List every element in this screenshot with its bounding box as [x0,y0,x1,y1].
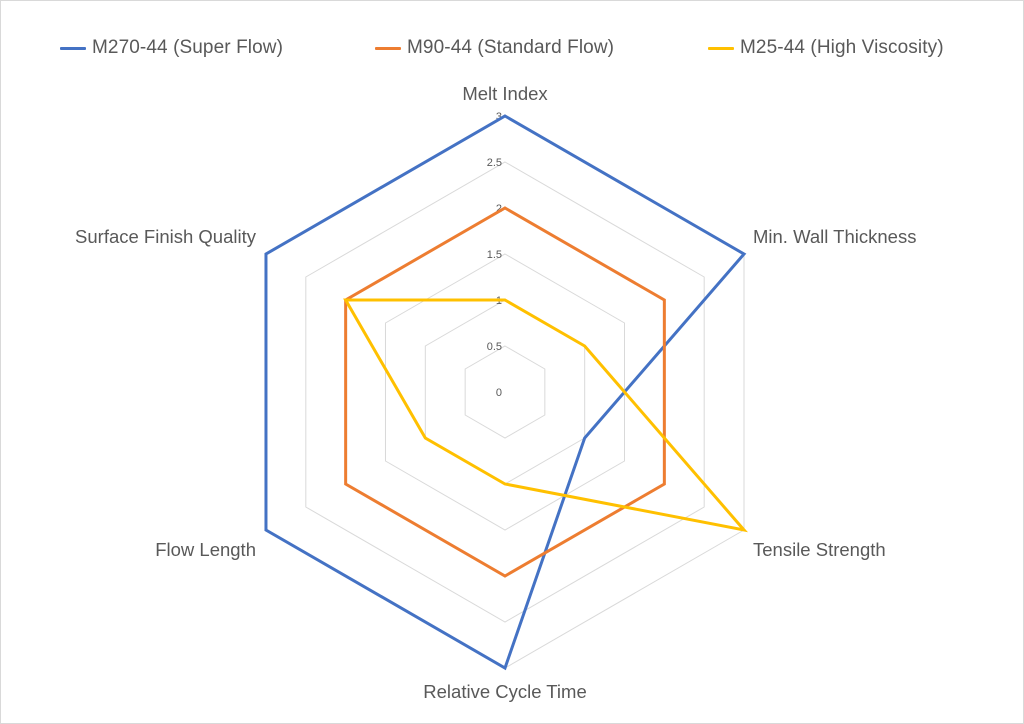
tick-label: 2 [496,203,502,215]
axis-label-relative-cycle-time: Relative Cycle Time [423,681,586,702]
legend-label-m270: M270-44 (Super Flow) [92,37,284,58]
legend-swatch-m90 [375,46,401,50]
tick-label: 1.5 [487,249,502,261]
series-line-2[interactable] [343,298,748,533]
gridline-ring [464,345,546,439]
legend-swatch-m25 [708,46,734,50]
gridline-ring [345,207,665,577]
legend-label-m25: M25-44 (High Viscosity) [740,37,944,58]
legend-item-m25[interactable]: M25-44 (High Viscosity) [708,33,944,63]
axis-label-surface-finish-quality: Surface Finish Quality [75,226,257,247]
gridline-ring [265,115,745,669]
axis-label-flow-length: Flow Length [155,539,256,560]
legend-item-m270[interactable]: M270-44 (Super Flow) [60,33,283,63]
axis-label-melt-index: Melt Index [462,83,548,104]
series-line-0[interactable] [264,114,747,671]
axis-label-tensile-strength: Tensile Strength [753,539,886,560]
legend-swatch-m270 [60,46,86,50]
gridline-ring [305,161,705,623]
axis-label-min-wall-thickness: Min. Wall Thickness [753,226,916,247]
tick-label: 0 [496,387,502,399]
legend: M270-44 (Super Flow) M90-44 (Standard Fl… [0,33,1024,63]
radar-gridlines [265,115,745,669]
tick-label: 2.5 [487,157,502,169]
gridline-ring [424,299,586,485]
tick-label: 3 [496,111,502,123]
gridline-ring [384,253,626,531]
category-axis-labels: Melt Index Min. Wall Thickness Tensile S… [75,83,916,702]
series-line-1[interactable] [344,206,666,578]
radar-series [264,114,748,671]
legend-label-m90: M90-44 (Standard Flow) [407,37,615,58]
legend-item-m90[interactable]: M90-44 (Standard Flow) [375,33,614,63]
tick-label: 0.5 [487,341,502,353]
